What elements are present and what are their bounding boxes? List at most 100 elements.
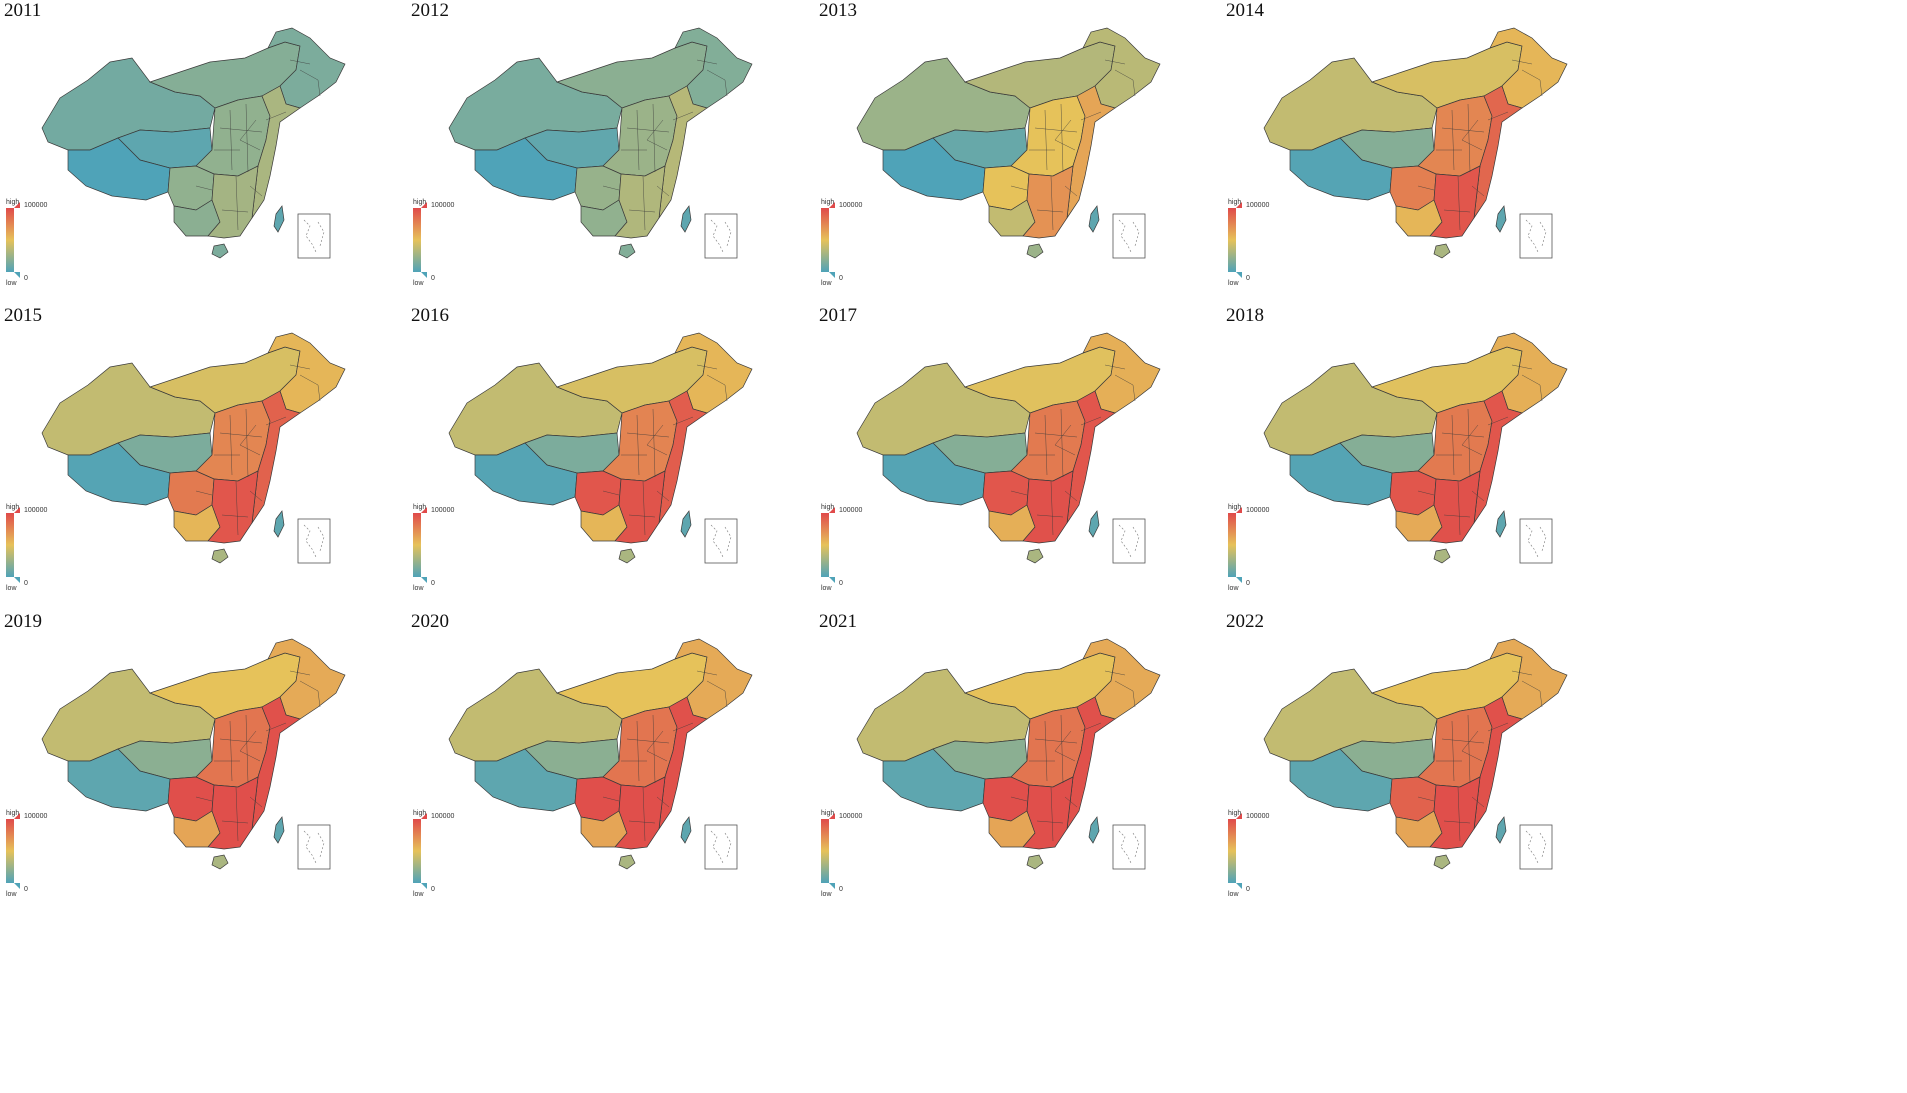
province-boundary <box>219 432 263 438</box>
legend-high-label: high <box>6 810 19 817</box>
province-boundary <box>1487 416 1509 426</box>
region-south <box>207 470 259 544</box>
province-boundary <box>1443 820 1471 824</box>
province-boundary <box>696 364 718 370</box>
legend-min-arrow <box>829 577 835 583</box>
south-china-sea-inset <box>704 213 738 259</box>
province-boundary <box>249 796 263 808</box>
province-boundary <box>1417 796 1435 802</box>
province-boundary <box>289 59 311 65</box>
map-panel: 2017 high 100000 0 low <box>815 305 1310 677</box>
region-east <box>251 85 301 219</box>
legend-color-bar <box>6 513 14 577</box>
province-boundary <box>1441 738 1485 744</box>
province-boundary <box>1064 490 1078 502</box>
region-taiwan <box>1088 205 1100 233</box>
legend-max-arrow <box>1236 813 1242 819</box>
legend-min-value: 0 <box>839 886 843 893</box>
legend-max-value: 100000 <box>1246 813 1269 820</box>
region-taiwan <box>1495 510 1507 538</box>
china-map: high 100000 0 low <box>6 27 346 287</box>
china-map: high 100000 0 low <box>413 332 753 592</box>
legend-max-arrow <box>1236 507 1242 513</box>
province-boundary <box>1467 103 1471 173</box>
region-south <box>207 165 259 239</box>
map-panel: 2022 high 100000 0 low <box>1222 611 1717 983</box>
legend-high-label: high <box>413 504 426 511</box>
nine-dash-line <box>1525 524 1547 558</box>
legend-high-label: high <box>1228 810 1241 817</box>
legend-color-bar <box>821 208 829 272</box>
nine-dash-line <box>303 524 325 558</box>
south-china-sea-inset <box>297 213 331 259</box>
legend-max-arrow <box>14 507 20 513</box>
province-boundary <box>1114 680 1136 708</box>
province-boundary <box>1471 490 1485 502</box>
province-boundary <box>1080 722 1102 732</box>
south-china-sea-inset <box>1112 824 1146 870</box>
province-boundary <box>628 209 656 213</box>
region-taiwan <box>273 510 285 538</box>
region-east <box>1066 85 1116 219</box>
nine-dash-line <box>1118 830 1140 864</box>
province-boundary <box>1104 59 1126 65</box>
nine-dash-line <box>1525 830 1547 864</box>
legend-max-arrow <box>14 202 20 208</box>
legend-max-value: 100000 <box>431 202 454 209</box>
region-taiwan <box>680 205 692 233</box>
province-boundary <box>1457 786 1461 842</box>
province-boundary <box>626 432 670 438</box>
province-boundary <box>1114 69 1136 97</box>
province-boundary <box>299 680 321 708</box>
region-northeast <box>1082 27 1161 109</box>
legend-high-label: high <box>821 199 834 206</box>
region-hainan <box>211 243 229 259</box>
province-boundary <box>1034 127 1078 133</box>
panel-year: 2021 <box>819 611 857 632</box>
province-boundary <box>672 111 694 121</box>
region-hainan <box>1433 854 1451 870</box>
province-boundary <box>265 722 287 732</box>
legend-color-bar <box>413 513 421 577</box>
china-map: high 100000 0 low <box>413 638 753 898</box>
legend-min-arrow <box>829 883 835 889</box>
region-east <box>1066 696 1116 830</box>
province-boundary <box>1461 424 1483 456</box>
nine-dash-line <box>1118 524 1140 558</box>
legend-min-value: 0 <box>24 580 28 587</box>
province-boundary <box>221 209 249 213</box>
south-china-sea-inset <box>704 824 738 870</box>
region-northeast <box>267 638 346 720</box>
province-boundary <box>626 738 670 744</box>
region-south <box>614 470 666 544</box>
province-boundary <box>706 69 728 97</box>
panel-year: 2022 <box>1226 611 1264 632</box>
china-map: high 100000 0 low <box>1228 332 1568 592</box>
region-northeast <box>1082 332 1161 414</box>
legend-high-label: high <box>821 810 834 817</box>
legend-color-bar <box>1228 819 1236 883</box>
province-boundary <box>1064 796 1078 808</box>
province-boundary <box>1511 59 1533 65</box>
region-northeast <box>674 332 753 414</box>
province-boundary <box>646 119 668 151</box>
legend-max-arrow <box>829 813 835 819</box>
province-boundary <box>245 714 249 784</box>
province-boundary <box>1417 185 1435 191</box>
legend-high-label: high <box>6 199 19 206</box>
province-boundary <box>1451 414 1455 476</box>
province-boundary <box>1010 185 1028 191</box>
province-boundary <box>239 730 261 762</box>
province-boundary <box>1036 209 1064 213</box>
legend-max-value: 100000 <box>24 507 47 514</box>
province-boundary <box>249 185 263 197</box>
map-panel: 2019 high 100000 0 low <box>0 611 495 983</box>
province-boundary <box>602 185 620 191</box>
province-boundary <box>602 490 620 496</box>
region-east <box>251 390 301 524</box>
province-boundary <box>229 720 233 782</box>
legend-color-bar <box>413 208 421 272</box>
province-boundary <box>1451 109 1455 171</box>
province-boundary <box>1060 408 1064 478</box>
map-panel: 2020 high 100000 0 low <box>407 611 902 983</box>
